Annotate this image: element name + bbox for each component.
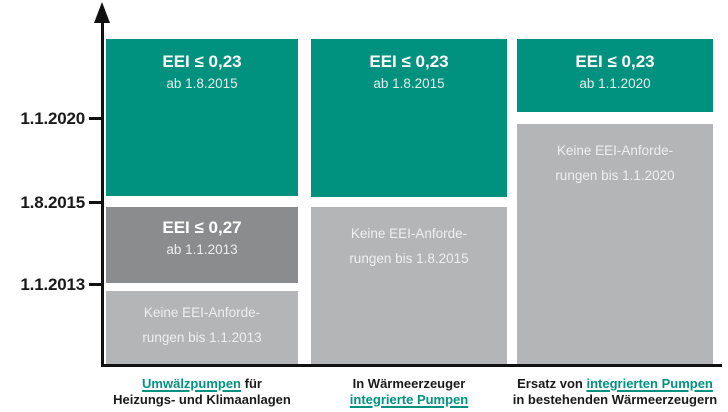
box-subtitle: ab 1.8.2015 (166, 76, 238, 91)
box-col3-no-requirements: Keine EEI-Anforde- rungen bis 1.1.2020 (517, 124, 713, 364)
y-axis-label-2020: 1.1.2020 (20, 109, 85, 128)
box-col2-eei-023: EEI ≤ 0,23 ab 1.8.2015 (311, 39, 507, 197)
box-title: EEI ≤ 0,23 (575, 52, 655, 71)
category-line2: integrierte Pumpen (291, 392, 527, 408)
box-subtitle: ab 1.8.2015 (373, 76, 445, 91)
box-line1: Keine EEI-Anforde- (143, 305, 261, 320)
box-line2: rungen bis 1.8.2015 (349, 251, 469, 266)
box-col2-no-requirements: Keine EEI-Anforde- rungen bis 1.8.2015 (311, 207, 507, 364)
category-line1: In Wärmeerzeuger (291, 376, 527, 392)
y-tick-2020 (89, 117, 102, 120)
box-line2: rungen bis 1.1.2020 (555, 168, 675, 183)
category-label-umwaelzpumpen: Umwälzpumpen für Heizungs- und Klimaanla… (84, 376, 320, 407)
box-col1-eei-023: EEI ≤ 0,23 ab 1.8.2015 (106, 39, 298, 196)
category-label-integrierte-pumpen: In Wärmeerzeuger integrierte Pumpen (291, 376, 527, 407)
category-text: in bestehenden Wärmeerzeugern (512, 391, 718, 407)
category-line2: Heizungs- und Klimaanlagen (84, 392, 320, 408)
box-col1-no-requirements: Keine EEI-Anforde- rungen bis 1.1.2013 (106, 291, 298, 364)
y-tick-2013 (89, 283, 102, 286)
link-integrierten-pumpen[interactable]: integrierten Pumpen (586, 376, 713, 391)
category-line2: in bestehenden Wärmeerzeugern (497, 392, 728, 408)
category-text: In Wärmeerzeuger (352, 376, 466, 391)
box-subtitle: ab 1.1.2013 (166, 242, 238, 257)
y-axis-arrow-icon (94, 2, 110, 23)
box-subtitle: ab 1.1.2020 (579, 76, 651, 91)
box-line1: Keine EEI-Anforde- (556, 143, 674, 158)
y-axis-label-2013: 1.1.2013 (20, 275, 85, 294)
category-text: Ersatz von (517, 376, 587, 391)
box-col3-eei-023: EEI ≤ 0,23 ab 1.1.2020 (517, 39, 713, 112)
y-axis-line (101, 16, 104, 367)
y-axis-label-2015: 1.8.2015 (20, 193, 85, 212)
category-label-ersatz-pumpen: Ersatz von integrierten Pumpen in besteh… (497, 376, 728, 407)
category-text: Heizungs- und Klimaanlagen (113, 391, 291, 407)
link-umwaelzpumpen[interactable]: Umwälzpumpen (142, 376, 241, 391)
box-title: EEI ≤ 0,27 (162, 218, 242, 237)
category-text: für (241, 376, 262, 391)
category-line1: Umwälzpumpen für (84, 376, 320, 392)
category-line1: Ersatz von integrierten Pumpen (497, 376, 728, 392)
box-title: EEI ≤ 0,23 (162, 52, 242, 71)
box-line1: Keine EEI-Anforde- (350, 226, 468, 241)
box-line2: rungen bis 1.1.2013 (142, 330, 262, 345)
x-axis-line (101, 364, 722, 367)
link-integrierte-pumpen[interactable]: integrierte Pumpen (349, 391, 469, 407)
y-tick-2015 (89, 201, 102, 204)
box-col1-eei-027: EEI ≤ 0,27 ab 1.1.2013 (106, 207, 298, 283)
box-title: EEI ≤ 0,23 (369, 52, 449, 71)
